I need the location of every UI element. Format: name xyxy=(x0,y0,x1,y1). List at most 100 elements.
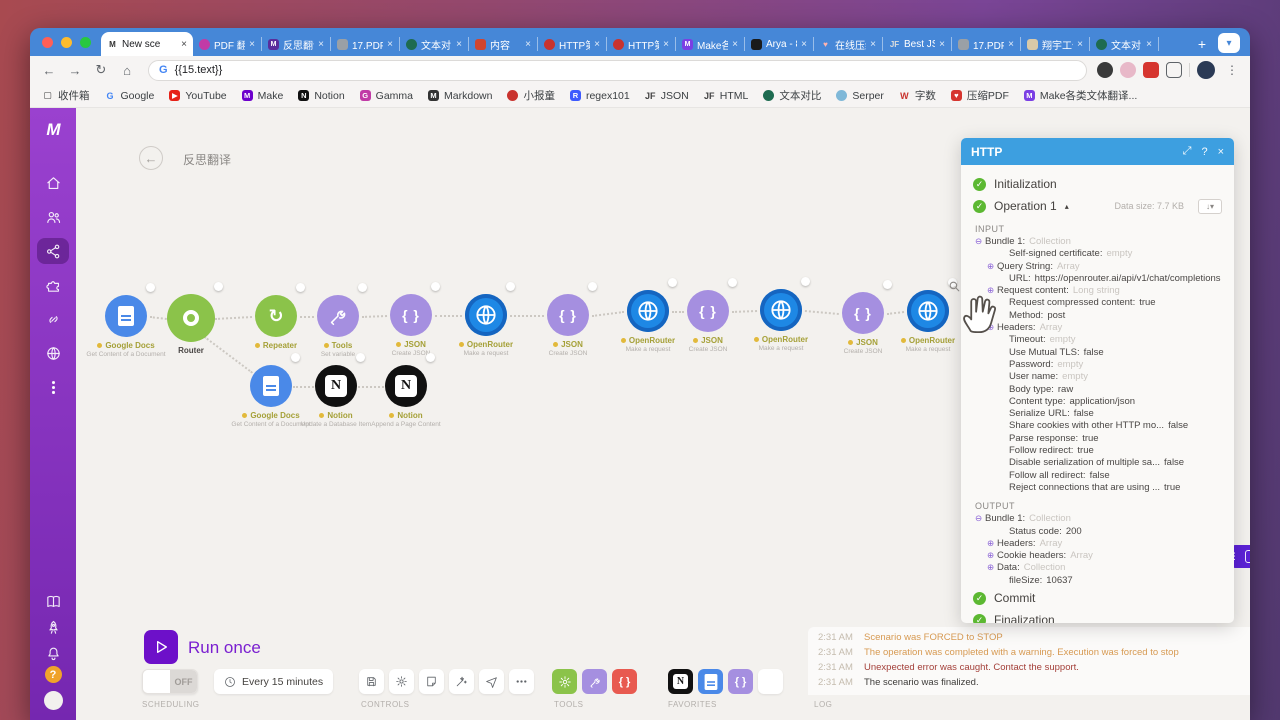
tab-close-icon[interactable]: × xyxy=(732,38,738,50)
browser-menu-button[interactable]: ⋮ xyxy=(1226,63,1238,77)
bookmark-2[interactable]: G Google xyxy=(105,90,154,102)
tab-close-icon[interactable]: × xyxy=(249,38,255,50)
back-button[interactable]: ← xyxy=(42,62,56,78)
explain-flow-button[interactable] xyxy=(479,669,504,694)
tab-14[interactable]: 翔宇工作 × xyxy=(1021,32,1089,56)
module-node-notion[interactable]: N Notion Update a Database Item xyxy=(301,353,371,428)
module-node-google-docs[interactable]: Google Docs Get Content of a Document xyxy=(231,353,311,428)
new-tab-button[interactable]: + xyxy=(1197,36,1206,52)
module-node-google-docs[interactable]: Google Docs Get Content of a Document xyxy=(86,283,166,358)
close-window-button[interactable] xyxy=(42,36,53,48)
expand-icon[interactable]: ⊕ xyxy=(987,562,995,573)
bookmark-5[interactable]: N Notion xyxy=(298,90,345,102)
tab-7[interactable]: HTTP第 × xyxy=(538,32,606,56)
home-button[interactable]: ⌂ xyxy=(123,62,131,78)
tab-close-icon[interactable]: × xyxy=(1146,38,1152,50)
tab-close-icon[interactable]: × xyxy=(870,38,876,50)
bookmark-14[interactable]: W 字数 xyxy=(899,88,936,103)
expand-icon[interactable]: ⊕ xyxy=(987,260,995,271)
forward-button[interactable]: → xyxy=(68,62,82,78)
sidebar-item-whats-new[interactable] xyxy=(37,614,69,640)
tab-close-icon[interactable]: × xyxy=(318,38,324,50)
tab-1[interactable]: M New sce × xyxy=(101,32,193,56)
json-button[interactable]: { } xyxy=(728,669,753,694)
tab-close-icon[interactable]: × xyxy=(594,38,600,50)
tab-close-icon[interactable]: × xyxy=(939,38,945,50)
extension-icon-3[interactable] xyxy=(1143,62,1159,78)
tab-2[interactable]: PDF 翻译× xyxy=(193,32,261,56)
make-logo[interactable]: M xyxy=(46,120,60,139)
panel-section-finalization[interactable]: ✓ Finalization xyxy=(973,609,1222,623)
schedule-interval-button[interactable]: Every 15 minutes xyxy=(214,669,334,694)
settings-button[interactable] xyxy=(389,669,414,694)
sidebar-item-templates[interactable] xyxy=(37,272,69,298)
module-node-json[interactable]: { } JSON Create JSON xyxy=(687,278,737,353)
panel-section-commit[interactable]: ✓ Commit xyxy=(973,587,1222,609)
sidebar-item-webhooks[interactable] xyxy=(37,340,69,366)
tab-10[interactable]: Arya - 8 × xyxy=(745,32,813,56)
bookmark-13[interactable]: Serper xyxy=(836,90,884,102)
bookmark-12[interactable]: 文本对比 xyxy=(763,88,821,103)
download-button[interactable]: ↓▾ xyxy=(1198,198,1222,214)
sidebar-item-more[interactable] xyxy=(37,374,69,400)
tab-5[interactable]: 文本对比 × xyxy=(400,32,468,56)
module-node-notion[interactable]: N Notion Append a Page Content xyxy=(371,353,441,428)
bookmark-10[interactable]: JF JSON xyxy=(645,90,689,102)
run-once-button[interactable] xyxy=(144,630,178,664)
sidebar-item-connections[interactable] xyxy=(37,306,69,332)
tab-12[interactable]: JF Best JS × xyxy=(883,32,951,56)
close-icon[interactable]: × xyxy=(1217,145,1224,158)
module-node-json[interactable]: { } JSON Create JSON xyxy=(842,280,892,355)
tab-close-icon[interactable]: × xyxy=(387,38,393,50)
save-button[interactable] xyxy=(359,669,384,694)
tab-close-icon[interactable]: × xyxy=(801,38,807,50)
tab-11[interactable]: ♥ 在线压缩 × xyxy=(814,32,882,56)
expand-icon[interactable]: ⊕ xyxy=(987,550,995,561)
scenario-canvas[interactable]: ← 反思翻译 Google Docs Get Content of a Docum… xyxy=(76,108,1250,720)
help-button[interactable]: ? xyxy=(44,666,62,683)
sidebar-item-scenarios[interactable] xyxy=(37,238,69,264)
text-parser-button[interactable]: { } xyxy=(612,669,637,694)
bookmark-7[interactable]: M Markdown xyxy=(428,90,492,102)
collapse-icon[interactable]: ⊖ xyxy=(975,513,983,524)
google-docs-button[interactable] xyxy=(698,669,723,694)
reload-button[interactable]: ↻ xyxy=(95,62,107,77)
sidebar-item-notifications[interactable] xyxy=(37,640,69,666)
tools-basic-button[interactable] xyxy=(552,669,577,694)
tab-close-icon[interactable]: × xyxy=(456,38,462,50)
tab-9[interactable]: M Make各 × xyxy=(676,32,744,56)
bookmark-4[interactable]: M Make xyxy=(241,90,283,102)
module-node-openrouter[interactable]: OpenRouter Make a request xyxy=(620,278,677,353)
expand-icon[interactable]: ⊕ xyxy=(987,285,995,296)
bookmark-8[interactable]: 小报童 xyxy=(507,88,555,103)
user-avatar[interactable] xyxy=(43,691,63,710)
panel-section-initialization[interactable]: ✓ Initialization xyxy=(973,173,1222,195)
notes-button[interactable] xyxy=(419,669,444,694)
panel-section-operation-1[interactable]: ✓ Operation 1 ▴ Data size: 7.7 KB ↓▾ xyxy=(973,195,1222,217)
expand-icon[interactable]: ⊕ xyxy=(987,322,995,333)
tab-search-button[interactable]: ▾ xyxy=(1218,33,1240,53)
notion-button[interactable]: N xyxy=(668,669,693,694)
address-bar[interactable]: G {{15.text}} xyxy=(148,59,1087,81)
extension-icon-2[interactable] xyxy=(1120,62,1136,78)
module-node-tools[interactable]: Tools Set variable xyxy=(317,283,367,358)
run-once-label[interactable]: Run once xyxy=(188,638,261,657)
bookmark-1[interactable]: ▢ 收件箱 xyxy=(42,88,89,103)
tab-close-icon[interactable]: × xyxy=(663,38,669,50)
module-node-json[interactable]: { } JSON Create JSON xyxy=(547,282,597,357)
tab-close-icon[interactable]: × xyxy=(525,38,531,50)
auto-align-button[interactable] xyxy=(449,669,474,694)
more-options-button[interactable] xyxy=(509,669,534,694)
sidebar-item-docs[interactable] xyxy=(37,588,69,614)
module-node-repeater[interactable]: ↻ Repeater xyxy=(254,283,305,350)
tab-close-icon[interactable]: × xyxy=(1077,38,1083,50)
bookmark-6[interactable]: G Gamma xyxy=(359,90,413,102)
tab-3[interactable]: M 反思翻译 × xyxy=(262,32,330,56)
bookmark-15[interactable]: ♥ 压缩PDF xyxy=(950,88,1009,103)
module-node-openrouter[interactable]: OpenRouter Make a request xyxy=(458,282,515,357)
tab-15[interactable]: 文本对比 × xyxy=(1090,32,1158,56)
expand-icon[interactable]: ⊕ xyxy=(987,537,995,548)
minimize-window-button[interactable] xyxy=(61,36,72,48)
collapse-icon[interactable]: ⊖ xyxy=(975,236,983,246)
